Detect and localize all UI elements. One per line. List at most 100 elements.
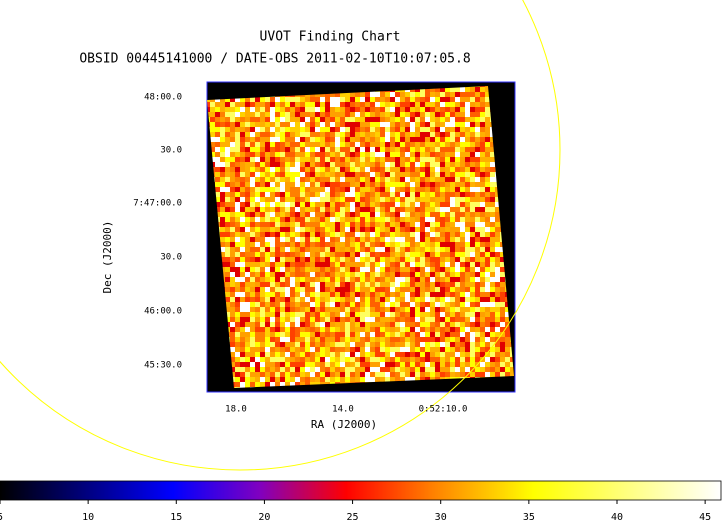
pixel	[405, 232, 410, 237]
pixel	[295, 312, 300, 317]
pixel	[235, 347, 240, 352]
pixel	[415, 137, 420, 142]
pixel	[350, 112, 355, 117]
pixel	[470, 142, 475, 147]
pixel	[410, 197, 415, 202]
pixel	[285, 172, 290, 177]
pixel	[330, 197, 335, 202]
pixel	[275, 332, 280, 337]
pixel	[300, 367, 305, 372]
pixel	[380, 92, 385, 97]
pixel	[480, 247, 485, 252]
pixel	[260, 332, 265, 337]
pixel	[420, 152, 425, 157]
pixel	[265, 162, 270, 167]
pixel	[250, 112, 255, 117]
pixel	[475, 367, 480, 372]
colorbar-tick-label: 40	[611, 512, 623, 521]
pixel	[380, 227, 385, 232]
pixel	[425, 147, 430, 152]
pixel	[455, 157, 460, 162]
pixel	[460, 207, 465, 212]
pixel	[365, 122, 370, 127]
pixel	[360, 287, 365, 292]
pixel	[435, 102, 440, 107]
pixel	[420, 232, 425, 237]
pixel	[290, 132, 295, 137]
pixel	[370, 332, 375, 337]
pixel	[345, 322, 350, 327]
pixel	[310, 127, 315, 132]
pixel	[465, 192, 470, 197]
pixel	[490, 257, 495, 262]
pixel	[350, 277, 355, 282]
pixel	[420, 202, 425, 207]
pixel	[380, 282, 385, 287]
pixel	[475, 272, 480, 277]
pixel	[210, 122, 215, 127]
pixel	[440, 127, 445, 132]
pixel	[325, 377, 330, 382]
pixel	[465, 177, 470, 182]
pixel	[240, 157, 245, 162]
pixel	[270, 237, 275, 242]
pixel	[475, 202, 480, 207]
pixel	[420, 102, 425, 107]
pixel	[490, 227, 495, 232]
pixel	[420, 247, 425, 252]
pixel	[345, 292, 350, 297]
pixel	[265, 177, 270, 182]
pixel	[380, 202, 385, 207]
pixel	[325, 237, 330, 242]
pixel	[395, 162, 400, 167]
pixel	[465, 137, 470, 142]
pixel	[235, 222, 240, 227]
pixel	[275, 352, 280, 357]
pixel	[445, 112, 450, 117]
pixel	[280, 312, 285, 317]
pixel	[340, 167, 345, 172]
pixel	[340, 282, 345, 287]
pixel	[455, 102, 460, 107]
pixel	[355, 227, 360, 232]
pixel	[355, 312, 360, 317]
pixel	[230, 312, 235, 317]
pixel	[305, 287, 310, 292]
pixel	[490, 177, 495, 182]
pixel	[480, 262, 485, 267]
pixel	[320, 102, 325, 107]
pixel	[310, 167, 315, 172]
pixel	[465, 232, 470, 237]
pixel	[330, 257, 335, 262]
pixel	[440, 362, 445, 367]
pixel	[515, 357, 520, 362]
pixel	[305, 252, 310, 257]
pixel	[235, 112, 240, 117]
pixel	[255, 192, 260, 197]
pixel	[415, 262, 420, 267]
pixel	[285, 327, 290, 332]
pixel	[385, 302, 390, 307]
pixel	[250, 302, 255, 307]
y-tick-label: 46:00.0	[144, 307, 182, 317]
pixel	[375, 177, 380, 182]
pixel	[405, 292, 410, 297]
pixel	[460, 267, 465, 272]
pixel	[465, 197, 470, 202]
pixel	[485, 307, 490, 312]
pixel	[440, 267, 445, 272]
pixel	[260, 187, 265, 192]
pixel	[230, 317, 235, 322]
pixel	[280, 307, 285, 312]
pixel	[305, 197, 310, 202]
pixel	[360, 172, 365, 177]
pixel	[260, 242, 265, 247]
pixel	[365, 152, 370, 157]
pixel	[315, 112, 320, 117]
pixel	[450, 97, 455, 102]
pixel	[280, 277, 285, 282]
pixel	[460, 152, 465, 157]
pixel	[500, 267, 505, 272]
pixel	[430, 222, 435, 227]
pixel	[430, 247, 435, 252]
